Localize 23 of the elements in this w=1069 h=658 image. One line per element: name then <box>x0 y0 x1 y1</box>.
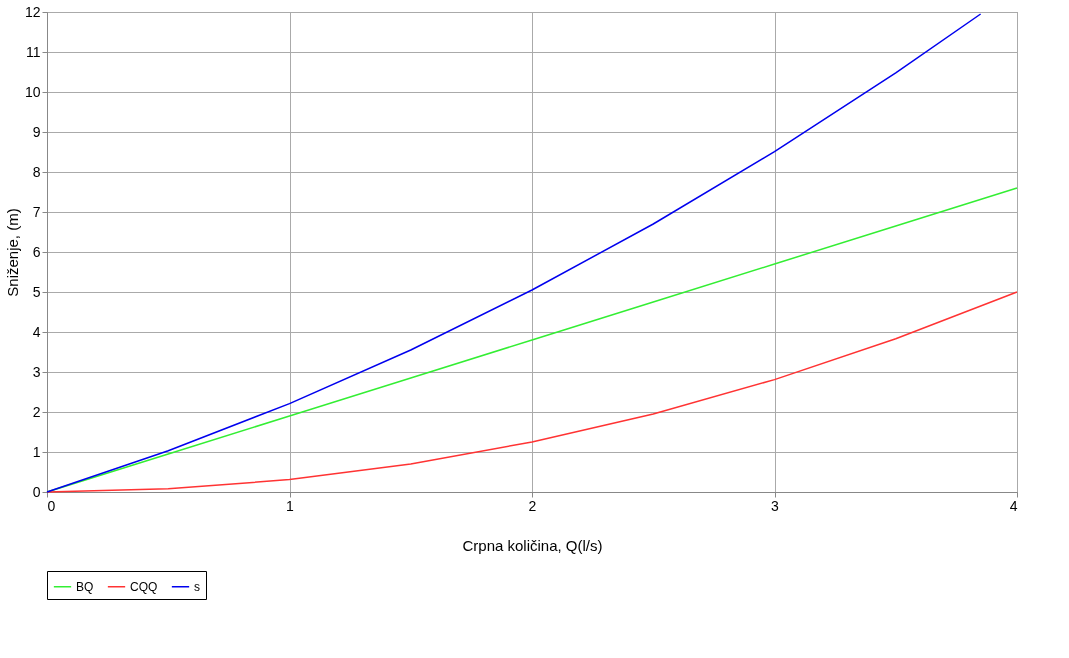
legend-label: CQQ <box>130 579 158 594</box>
y-tick-label: 11 <box>25 43 41 60</box>
x-tick-label: 4 <box>1009 497 1018 514</box>
y-tick-label: 7 <box>32 203 41 220</box>
y-tick-label: 10 <box>24 83 41 100</box>
y-tick-label: 5 <box>32 283 41 300</box>
x-tick-label: 3 <box>771 497 780 514</box>
x-tick-label: 0 <box>47 497 56 514</box>
x-tick-label: 1 <box>286 497 295 514</box>
y-tick-label: 8 <box>32 163 41 180</box>
x-tick-label: 2 <box>528 497 537 514</box>
y-tick-label: 2 <box>32 403 41 420</box>
y-tick-label: 6 <box>32 243 41 260</box>
y-tick-label: 0 <box>32 483 41 500</box>
y-tick-label: 12 <box>24 3 41 20</box>
x-axis-title: Crpna količina, Q(l/s) <box>462 536 603 554</box>
y-tick-label: 9 <box>32 123 41 140</box>
y-axis-title: Sniženje, (m) <box>3 208 21 297</box>
y-tick-label: 3 <box>32 363 41 380</box>
legend-label: BQ <box>76 579 94 594</box>
y-tick-label: 4 <box>32 323 41 340</box>
y-tick-label: 1 <box>32 443 41 460</box>
legend-label: s <box>194 579 200 594</box>
